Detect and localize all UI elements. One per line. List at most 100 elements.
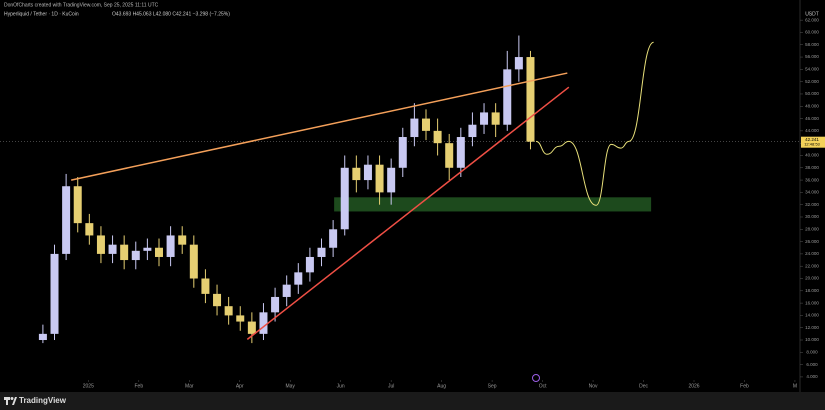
support-zone (334, 197, 652, 212)
candle-body (62, 186, 71, 254)
y-tick-label: 50.000 (805, 91, 819, 96)
y-tick-label: 32.000 (805, 202, 819, 207)
candle-body (433, 130, 442, 144)
candle-body (120, 244, 129, 261)
candle-body (73, 186, 82, 224)
y-tick-label: 56.000 (805, 54, 819, 59)
ohlc: O43.693 H45.063 L42.080 C42.241 −3.298 (… (112, 11, 230, 17)
candle-body (375, 164, 384, 193)
y-tick-label: 34.000 (805, 190, 819, 195)
candle-body (154, 247, 163, 257)
y-tick-label: 38.000 (805, 165, 819, 170)
y-tick-label: 20.000 (805, 276, 819, 281)
candle-body (236, 315, 245, 322)
candle-body (456, 137, 465, 168)
candle-body (213, 293, 222, 307)
candle-body (96, 235, 105, 254)
y-tick-label: 26.000 (805, 239, 819, 244)
y-tick-label: 28.000 (805, 226, 819, 231)
candle-body (50, 253, 59, 334)
brand: TradingView (19, 396, 67, 405)
candle-body (445, 143, 454, 168)
credit: DonOfCharts created with TradingView.com… (4, 2, 159, 8)
candle-body (224, 306, 233, 316)
x-tick-label: Apr (236, 383, 244, 389)
last-price-box (801, 136, 825, 148)
candle-body (108, 244, 117, 254)
candle-body (421, 118, 430, 131)
chart-title: Hyperliquid / Tether · 1D · KuCoin (4, 11, 79, 17)
countdown: 12:48:53 (804, 141, 820, 146)
y-tick-label: 24.000 (805, 251, 819, 256)
candle-body (340, 167, 349, 230)
candle-body (480, 112, 489, 125)
y-tick-label: 6.000 (806, 362, 818, 367)
candle-body (352, 167, 361, 181)
trendline (71, 72, 568, 181)
x-tick-label: Feb (740, 383, 749, 389)
candle-body (294, 272, 303, 285)
candle-body (178, 235, 187, 245)
x-tick-label: Jun (337, 383, 345, 389)
candle-body (131, 250, 140, 261)
y-tick-label: 52.000 (805, 79, 819, 84)
x-tick-label: Mar (185, 383, 194, 389)
candle-body (526, 57, 535, 142)
x-tick-label: Jul (388, 383, 394, 389)
candle-body (491, 112, 500, 125)
x-tick-label: M (793, 383, 797, 389)
candle-body (143, 247, 152, 251)
y-tick-label: 10.000 (805, 337, 819, 342)
candle-body (410, 118, 419, 138)
candle-body (317, 247, 326, 257)
candle-body (305, 256, 314, 273)
brand-logo (4, 397, 17, 405)
projection-line (535, 41, 654, 206)
y-tick-label: 18.000 (805, 288, 819, 293)
y-tick-label: 58.000 (805, 42, 819, 47)
y-tick-label: 44.000 (805, 128, 819, 133)
y-tick-label: 40.000 (805, 153, 819, 158)
candle-body (166, 235, 175, 257)
y-tick-label: 4.000 (806, 374, 818, 379)
candle-body (387, 167, 396, 193)
last-price-label: 42.241 (805, 137, 819, 142)
candle-body (468, 124, 477, 138)
candle-body (38, 333, 47, 341)
candle-body (514, 57, 523, 70)
y-tick-label: 22.000 (805, 263, 819, 268)
y-tick-label: 46.000 (805, 116, 819, 121)
candle-body (329, 229, 338, 248)
y-tick-label: 8.000 (806, 350, 818, 355)
y-tick-label: 12.000 (805, 325, 819, 330)
candle-body (259, 312, 268, 334)
candle-body (85, 223, 94, 236)
x-tick-label: 2025 (83, 383, 94, 389)
x-tick-label: Sep (488, 383, 497, 389)
candle-body (189, 244, 198, 279)
candle-body (282, 284, 291, 297)
candle-body (503, 69, 512, 125)
y-tick-label: 54.000 (805, 67, 819, 72)
x-tick-label: Feb (134, 383, 143, 389)
x-tick-label: May (285, 383, 295, 389)
currency: USDT (805, 11, 819, 17)
footer (0, 392, 825, 410)
x-tick-label: Aug (437, 383, 446, 389)
x-tick-label: 2026 (688, 383, 699, 389)
y-tick-label: 48.000 (805, 103, 819, 108)
candle-body (398, 137, 407, 168)
candle-body (201, 278, 210, 294)
candle-body (363, 164, 372, 181)
y-tick-label: 30.000 (805, 214, 819, 219)
y-tick-label: 60.000 (805, 30, 819, 35)
y-tick-label: 14.000 (805, 313, 819, 318)
x-tick-label: Dec (639, 383, 648, 389)
x-tick-label: Nov (589, 383, 598, 389)
candle-body (271, 296, 280, 313)
trendline (246, 86, 570, 340)
event-icon (532, 374, 540, 382)
y-tick-label: 62.000 (805, 17, 819, 22)
candle-body (247, 321, 256, 334)
